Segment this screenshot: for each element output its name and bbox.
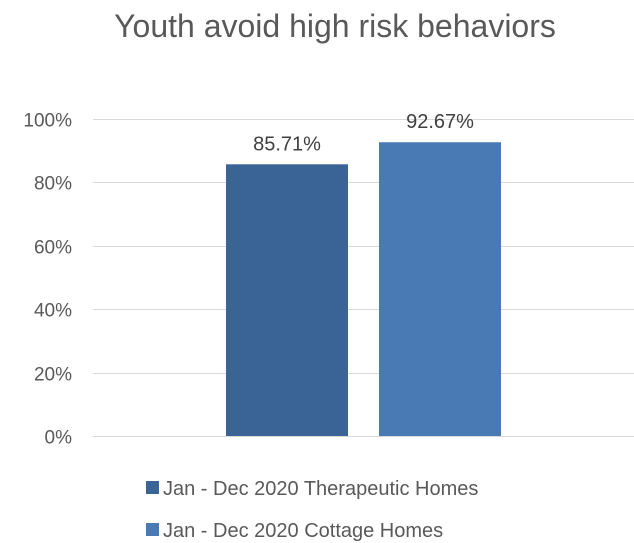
y-tick-label: 100% [23, 111, 72, 132]
y-tick-label: 0% [45, 428, 73, 449]
y-tick-label: 20% [34, 365, 72, 386]
y-axis-tick-labels: 0% 20% 40% 60% 80% 100% [23, 111, 72, 449]
chart-title: Youth avoid high risk behaviors [114, 8, 556, 44]
legend-item: Jan - Dec 2020 Therapeutic Homes [146, 478, 478, 500]
bar [379, 142, 501, 437]
legend: Jan - Dec 2020 Therapeutic Homes Jan - De… [146, 478, 478, 542]
y-tick-label: 60% [34, 238, 72, 259]
gridlines [93, 119, 634, 437]
legend-swatch [146, 523, 159, 536]
data-labels: 85.71% 92.67% [253, 111, 474, 155]
legend-label: Jan - Dec 2020 Therapeutic Homes [163, 478, 478, 500]
legend-label: Jan - Dec 2020 Cottage Homes [163, 520, 443, 542]
y-tick-label: 40% [34, 301, 72, 322]
y-tick-label: 80% [34, 174, 72, 195]
bars [226, 142, 501, 437]
bar [226, 164, 348, 436]
legend-item: Jan - Dec 2020 Cottage Homes [146, 520, 443, 542]
legend-swatch [146, 481, 159, 494]
data-label: 92.67% [406, 111, 474, 133]
data-label: 85.71% [253, 133, 321, 155]
